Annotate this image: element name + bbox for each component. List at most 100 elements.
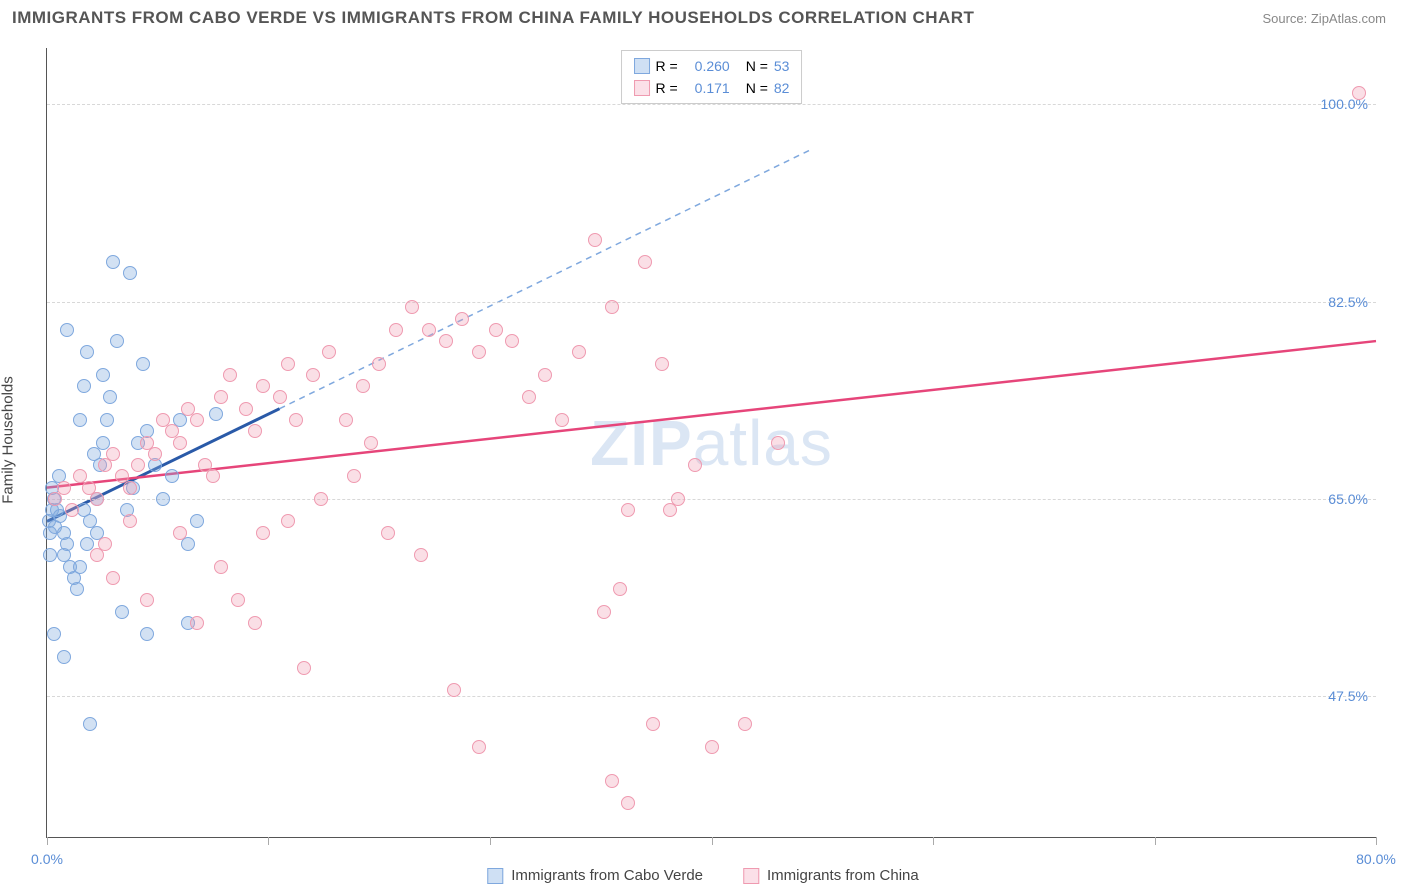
n-label: N = (746, 77, 768, 99)
scatter-point (605, 774, 619, 788)
scatter-point (447, 683, 461, 697)
scatter-point (522, 390, 536, 404)
scatter-point (103, 390, 117, 404)
scatter-point (156, 492, 170, 506)
x-tick (490, 837, 491, 845)
legend-stats-row-2: R = 0.171 N = 82 (634, 77, 790, 99)
scatter-point (123, 481, 137, 495)
scatter-point (206, 469, 220, 483)
scatter-point (106, 255, 120, 269)
scatter-point (281, 514, 295, 528)
scatter-point (87, 447, 101, 461)
scatter-point (688, 458, 702, 472)
x-tick (712, 837, 713, 845)
scatter-point (165, 469, 179, 483)
legend-item: Immigrants from Cabo Verde (487, 867, 703, 884)
scatter-point (173, 436, 187, 450)
scatter-point (57, 481, 71, 495)
legend-swatch-pink (743, 868, 759, 884)
scatter-point (705, 740, 719, 754)
x-tick-label: 0.0% (31, 851, 63, 867)
scatter-point (389, 323, 403, 337)
scatter-point (43, 548, 57, 562)
scatter-point (322, 345, 336, 359)
scatter-point (140, 593, 154, 607)
scatter-point (256, 379, 270, 393)
scatter-point (77, 379, 91, 393)
chart-container: ZIPatlas R = 0.260 N = 53 R = 0.171 N = … (46, 48, 1376, 838)
scatter-point (231, 593, 245, 607)
legend-swatch-pink (634, 80, 650, 96)
legend-label: Immigrants from Cabo Verde (511, 867, 703, 884)
scatter-point (771, 436, 785, 450)
chart-title: IMMIGRANTS FROM CABO VERDE VS IMMIGRANTS… (12, 8, 974, 28)
scatter-point (339, 413, 353, 427)
scatter-point (83, 717, 97, 731)
y-axis-label: Family Households (0, 376, 17, 504)
x-tick (1155, 837, 1156, 845)
x-tick (47, 837, 48, 845)
scatter-point (638, 255, 652, 269)
scatter-point (248, 616, 262, 630)
scatter-point (90, 492, 104, 506)
x-tick (1376, 837, 1377, 845)
scatter-point (439, 334, 453, 348)
scatter-point (181, 537, 195, 551)
scatter-point (190, 413, 204, 427)
scatter-point (60, 323, 74, 337)
scatter-point (65, 503, 79, 517)
scatter-point (140, 627, 154, 641)
legend-stats: R = 0.260 N = 53 R = 0.171 N = 82 (621, 50, 803, 104)
scatter-point (100, 413, 114, 427)
trend-lines-layer (47, 48, 1376, 837)
scatter-point (57, 650, 71, 664)
scatter-point (123, 266, 137, 280)
scatter-point (148, 447, 162, 461)
y-tick-label: 65.0% (1328, 491, 1368, 507)
scatter-point (214, 560, 228, 574)
scatter-point (588, 233, 602, 247)
scatter-point (223, 368, 237, 382)
r-value: 0.260 (684, 55, 730, 77)
scatter-point (73, 560, 87, 574)
scatter-point (273, 390, 287, 404)
scatter-point (621, 796, 635, 810)
n-label: N = (746, 55, 768, 77)
scatter-point (663, 503, 677, 517)
scatter-point (364, 436, 378, 450)
scatter-point (455, 312, 469, 326)
scatter-point (131, 458, 145, 472)
scatter-point (47, 627, 61, 641)
scatter-point (613, 582, 627, 596)
scatter-point (70, 582, 84, 596)
scatter-point (538, 368, 552, 382)
x-tick (933, 837, 934, 845)
scatter-point (297, 661, 311, 675)
scatter-point (646, 717, 660, 731)
scatter-point (214, 390, 228, 404)
plot-area: ZIPatlas R = 0.260 N = 53 R = 0.171 N = … (46, 48, 1376, 838)
scatter-point (190, 616, 204, 630)
legend-swatch-blue (634, 58, 650, 74)
scatter-point (597, 605, 611, 619)
legend-swatch-blue (487, 868, 503, 884)
scatter-point (106, 447, 120, 461)
scatter-point (422, 323, 436, 337)
scatter-point (555, 413, 569, 427)
scatter-point (738, 717, 752, 731)
scatter-point (372, 357, 386, 371)
scatter-point (655, 357, 669, 371)
scatter-point (381, 526, 395, 540)
scatter-point (314, 492, 328, 506)
legend-item: Immigrants from China (743, 867, 919, 884)
scatter-point (73, 413, 87, 427)
gridline (47, 104, 1376, 105)
scatter-point (505, 334, 519, 348)
scatter-point (1352, 86, 1366, 100)
source-label: Source: ZipAtlas.com (1262, 11, 1386, 26)
legend-stats-row-1: R = 0.260 N = 53 (634, 55, 790, 77)
scatter-point (356, 379, 370, 393)
header: IMMIGRANTS FROM CABO VERDE VS IMMIGRANTS… (0, 0, 1406, 36)
gridline (47, 302, 1376, 303)
scatter-point (80, 345, 94, 359)
